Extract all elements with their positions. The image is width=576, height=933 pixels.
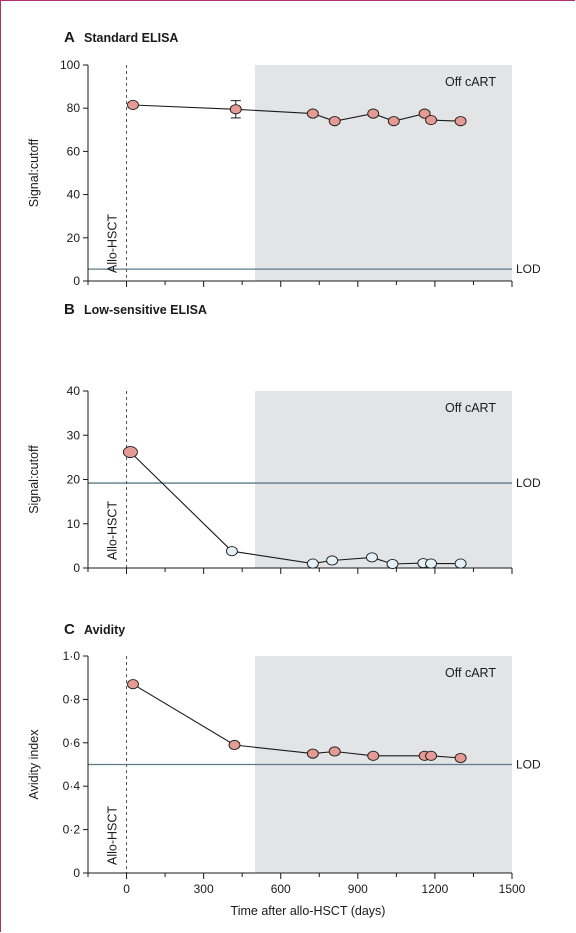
data-point xyxy=(127,679,139,690)
x-tick-label: 300 xyxy=(194,882,214,896)
panel-title: Standard ELISA xyxy=(84,31,178,45)
data-point xyxy=(326,555,339,566)
y-tick-label: 100 xyxy=(60,58,80,72)
data-point xyxy=(127,99,139,111)
y-tick-label: 0 xyxy=(73,274,80,288)
data-point xyxy=(386,558,399,570)
y-tick-label: 0·8 xyxy=(63,692,81,706)
shaded-region-label: Off cART xyxy=(445,401,496,415)
y-tick-label: 20 xyxy=(67,473,81,487)
data-point xyxy=(387,116,400,127)
lod-label: LOD xyxy=(516,758,541,772)
data-point xyxy=(425,115,438,126)
x-tick-label: 0 xyxy=(123,882,130,896)
y-tick-label: 0·2 xyxy=(63,823,81,837)
y-tick-label: 10 xyxy=(67,517,81,531)
chart-panel-a: Off cART A Standard ELISA LOD Allo-HSCT 0 20 40… xyxy=(27,29,541,288)
data-point xyxy=(225,546,238,557)
y-tick-label: 60 xyxy=(67,144,81,158)
data-point xyxy=(306,748,319,759)
lod-label: LOD xyxy=(516,262,541,276)
data-point xyxy=(454,558,467,569)
chart-panel-b: Off cART B Low-sensitive ELISA LOD Allo-HSCT… xyxy=(27,301,541,575)
panel-title: Low-sensitive ELISA xyxy=(84,303,207,317)
data-point xyxy=(229,104,242,115)
allo-hsct-label: Allo-HSCT xyxy=(106,806,120,865)
panel-title: Avidity xyxy=(84,623,125,637)
panel-letter: C xyxy=(64,621,75,638)
shaded-region-label: Off cART xyxy=(445,75,496,89)
y-tick-label: 0·6 xyxy=(63,736,81,750)
x-axis-label: Time after allo-HSCT (days) xyxy=(231,904,386,918)
x-tick-label: 600 xyxy=(271,882,291,896)
data-point xyxy=(306,108,319,119)
data-point xyxy=(122,446,138,459)
lod-label: LOD xyxy=(516,476,541,490)
x-tick-label: 900 xyxy=(348,882,368,896)
y-axis-label: Signal:cutoff xyxy=(27,445,41,514)
data-point xyxy=(425,558,438,569)
x-tick-label: 1500 xyxy=(499,882,526,896)
data-point xyxy=(418,108,431,119)
y-tick-label: 40 xyxy=(67,188,81,202)
y-tick-label: 0·4 xyxy=(63,779,81,793)
chart-panel-c: Off cART C Avidity LOD Allo-HSCT 0 0·2 0·4 0·6 0·… xyxy=(27,621,541,918)
data-point xyxy=(328,746,341,757)
data-point xyxy=(367,108,380,119)
shaded-region xyxy=(255,65,512,281)
shaded-region xyxy=(255,391,512,568)
data-point xyxy=(366,552,378,563)
panel-letter: A xyxy=(64,29,75,46)
allo-hsct-label: Allo-HSCT xyxy=(106,214,120,273)
data-point xyxy=(454,752,467,764)
y-tick-label: 1·0 xyxy=(63,649,81,663)
panel-letter: B xyxy=(64,301,75,318)
shaded-region-label: Off cART xyxy=(445,666,496,680)
data-point xyxy=(228,739,241,751)
x-tick-label: 1200 xyxy=(422,882,449,896)
y-tick-label: 0 xyxy=(73,866,80,880)
allo-hsct-label: Allo-HSCT xyxy=(106,501,120,560)
data-point xyxy=(454,116,467,127)
y-tick-label: 80 xyxy=(67,101,81,115)
y-axis-label: Avidity index xyxy=(27,729,41,800)
data-point xyxy=(328,116,341,127)
y-tick-label: 40 xyxy=(67,384,81,398)
data-point xyxy=(306,558,319,569)
y-tick-label: 0 xyxy=(73,561,80,575)
data-point xyxy=(425,750,438,761)
y-axis-label: Signal:cutoff xyxy=(27,138,41,207)
y-tick-label: 30 xyxy=(67,428,81,442)
y-tick-label: 20 xyxy=(67,231,81,245)
data-point xyxy=(367,750,380,761)
